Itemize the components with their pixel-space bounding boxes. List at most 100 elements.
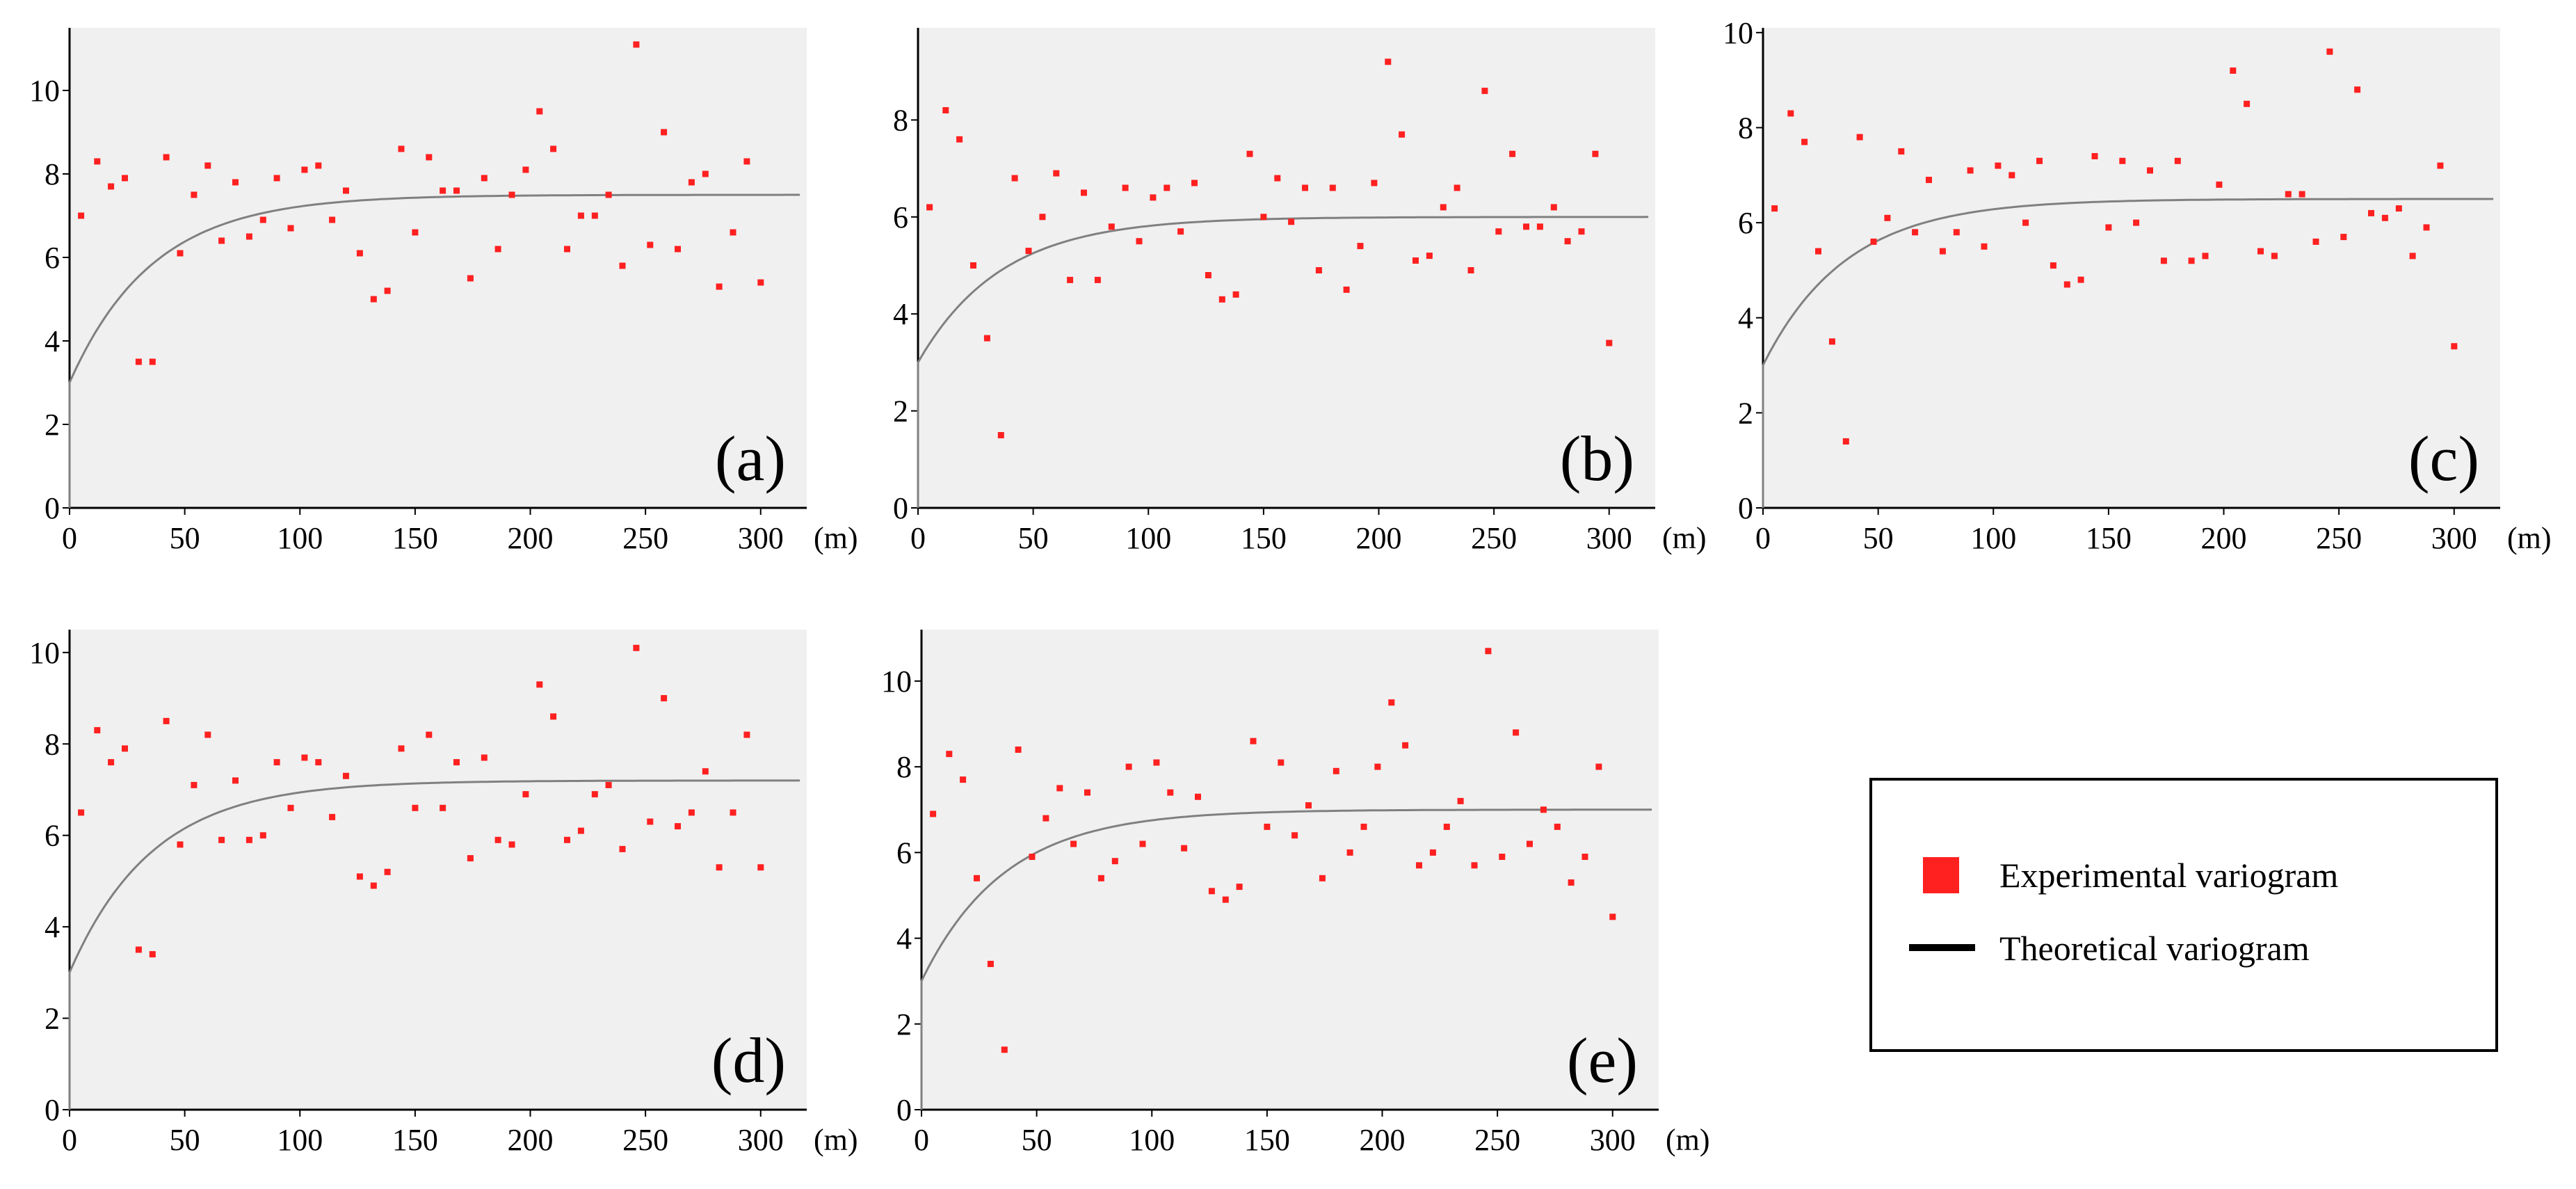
panel-b-experimental-point [1191,179,1198,186]
panel-d-experimental-point [688,809,695,816]
panel-a-experimental-point [426,154,433,161]
panel-d-experimental-point [343,772,349,779]
panel-b-experimental-point [970,262,976,269]
panel-b-experimental-point [1578,228,1585,235]
panel-b-experimental-point [1274,175,1281,182]
panel-c-experimental-point [2299,191,2305,198]
panel-b-experimental-point [1467,267,1474,273]
panel-d-xtick-label: 150 [392,1123,438,1157]
panel-d-experimental-point [522,791,529,798]
panel-a-experimental-point [440,187,446,194]
panel-e-xtick-label: 100 [1129,1123,1175,1157]
panel-b-experimental-point [1246,150,1253,157]
panel-a-experimental-point [191,191,198,198]
panel-d-experimental-point [661,695,668,702]
panel-c-experimental-point [2188,257,2195,264]
panel-a-experimental-point [453,187,460,194]
panel-e-experimental-point [960,776,967,783]
panel-a-experimental-point [716,283,723,290]
panel-b-experimental-point [1011,175,1018,182]
panel-e-experimental-point [1333,767,1339,774]
panel-b-experimental-point [1536,223,1543,230]
panel-e-experimental-point [1485,648,1492,655]
panel-e-xtick-label: 0 [914,1123,929,1157]
panel-b-xtick-label: 300 [1586,521,1632,555]
panel-c-experimental-point [2050,262,2056,269]
panel-c-experimental-point [2312,238,2319,245]
panel-e-experimental-point [1568,879,1575,886]
panel-a-experimental-point [343,187,349,194]
panel-e-experimental-point [1388,699,1395,706]
panel-a-experimental-point [135,358,142,365]
panel-d-experimental-point [78,809,85,816]
panel-c-experimental-point [2063,281,2070,288]
panel-a-experimental-point [177,250,184,257]
panel-b-experimental-point [1357,243,1364,250]
panel-e-experimental-point [1097,875,1104,881]
panel-d-experimental-point [412,804,419,811]
panel-c-experimental-point [2395,205,2402,212]
panel-e-experimental-point [1208,888,1215,895]
panel-d-experimental-point [426,731,433,738]
panel-c-experimental-point [1801,138,1808,145]
panel-e-experimental-point [1374,763,1381,770]
panel-d-experimental-point [440,804,446,811]
panel-d-xtick-label: 100 [277,1123,323,1157]
panel-b-experimental-point [1150,194,1157,201]
panel-c-experimental-point [1842,438,1849,445]
panel-d-experimental-point [633,644,640,651]
panel-c-xtick-label: 300 [2431,521,2477,555]
panel-e-experimental-point [1195,793,1201,800]
legend: Experimental variogram Theoretical vario… [1869,778,2498,1052]
panel-b-experimental-point [1164,184,1170,191]
panel-b-experimental-point [1329,184,1336,191]
panel-a-xtick-label: 50 [170,521,200,555]
panel-c-experimental-point [1912,229,1919,236]
panel-d-experimental-point [702,768,709,775]
panel-a-ytick-label: 6 [45,241,60,275]
panel-e-experimental-point [930,811,937,817]
panel-c-experimental-point [2036,157,2043,164]
panel-d-experimental-point [481,754,488,761]
panel-c-experimental-point [1953,229,1960,236]
panel-c-experimental-point [2022,219,2029,226]
panel-d-experimental-point [467,855,474,862]
panel-e-experimental-point [974,875,980,881]
panel-c-xtick-label: 250 [2316,521,2362,555]
panel-b-experimental-point [1025,248,1032,255]
panel-d-ytick-label: 0 [45,1093,60,1127]
panel-c-experimental-point [2174,157,2181,164]
panel-b-xtick-label: 150 [1241,521,1287,555]
panel-a-experimental-point [743,158,750,165]
panel-e-experimental-point [1250,737,1257,744]
panel-e-experimental-point [1416,862,1422,869]
panel-e-experimental-point [1264,823,1271,830]
panel-d-theoretical-curve [68,779,800,1110]
panel-b-experimental-point [1136,238,1143,245]
panel-a-experimental-point [522,166,529,173]
panel-e-experimental-point [1278,759,1285,766]
panel-a-experimental-point [122,175,128,182]
panel-c-ytick-label: 8 [1738,111,1753,145]
panel-b-experimental-point [1412,257,1419,264]
panel-e-experimental-point [1125,763,1132,770]
panel-b-experimental-point [1454,184,1460,191]
panel-d-experimental-point [508,841,515,848]
panel-c-plot-area [1763,28,2500,508]
panel-a-experimental-point [412,229,419,236]
panel-e-xtick-label: 50 [1022,1123,1052,1157]
panel-a-experimental-point [467,275,474,282]
panel-a-experimental-point [329,216,336,223]
panel-a-experimental-point [619,262,626,269]
panel-e-experimental-point [987,961,994,967]
panel-d-experimental-point [356,873,363,880]
panel-c-experimental-point [1870,238,1877,245]
panel-b-experimental-point [1481,88,1488,95]
panel-e-experimental-point [1084,789,1090,796]
panel-a-experimental-point [384,287,391,294]
panel-a-x-unit-label: (m) [814,521,858,555]
panel-b-experimental-point [1371,179,1378,186]
panel-d-experimental-point [273,759,280,766]
legend-theoretical-label: Theoretical variogram [1999,929,2310,968]
